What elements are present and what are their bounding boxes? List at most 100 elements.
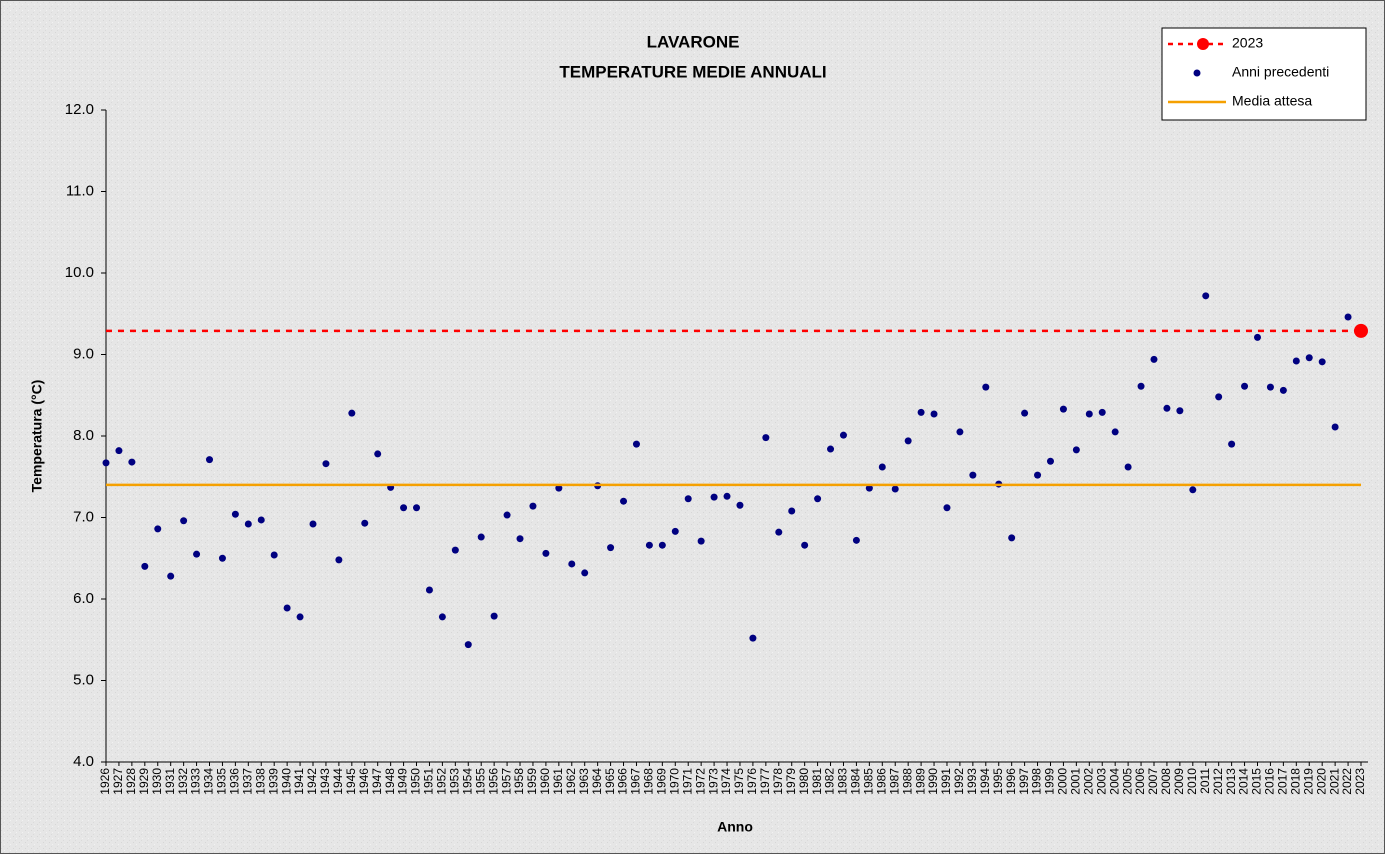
- data-point: [464, 641, 472, 649]
- data-point: [542, 549, 550, 557]
- data-point: [788, 507, 796, 515]
- x-tick-label: 1948: [383, 768, 397, 795]
- data-point: [852, 536, 860, 544]
- x-tick-label: 1987: [887, 768, 901, 795]
- x-tick-label: 1931: [163, 768, 177, 795]
- x-tick-label: 2023: [1353, 768, 1367, 795]
- legend-symbol: [1193, 69, 1201, 77]
- data-point: [1202, 292, 1210, 300]
- data-point: [1176, 407, 1184, 415]
- x-tick-label: 1971: [680, 768, 694, 795]
- data-point: [1098, 408, 1106, 416]
- x-tick-label: 1996: [1004, 768, 1018, 795]
- data-point: [490, 612, 498, 620]
- data-point: [943, 504, 951, 512]
- data-point: [1111, 428, 1119, 436]
- x-tick-label: 1990: [926, 768, 940, 795]
- x-tick-label: 1975: [732, 768, 746, 795]
- x-tick-label: 1969: [655, 768, 669, 795]
- data-point: [516, 535, 524, 543]
- y-tick-label: 12.0: [65, 101, 94, 118]
- data-point: [1331, 423, 1339, 431]
- x-tick-label: 2009: [1172, 768, 1186, 795]
- x-tick-label: 1949: [396, 768, 410, 795]
- legend-label: Media attesa: [1232, 93, 1312, 109]
- x-tick-label: 1953: [448, 768, 462, 795]
- data-point: [128, 458, 136, 466]
- data-point: [969, 471, 977, 479]
- y-tick-label: 10.0: [65, 264, 94, 281]
- x-tick-label: 1956: [486, 768, 500, 795]
- data-point: [878, 463, 886, 471]
- x-tick-label: 1928: [124, 768, 138, 795]
- x-tick-label: 2015: [1250, 768, 1264, 795]
- data-point: [322, 460, 330, 468]
- data-point: [218, 554, 226, 562]
- x-tick-label: 1976: [745, 768, 759, 795]
- x-tick-label: 1955: [473, 768, 487, 795]
- data-point: [891, 485, 899, 493]
- data-point: [697, 537, 705, 545]
- x-tick-label: 2022: [1340, 768, 1354, 795]
- x-tick-label: 1962: [564, 768, 578, 795]
- data-point: [814, 495, 822, 503]
- x-tick-label: 1954: [460, 768, 474, 795]
- data-point: [645, 541, 653, 549]
- x-tick-label: 1981: [810, 768, 824, 795]
- x-tick-label: 1994: [978, 768, 992, 795]
- x-tick-label: 1959: [525, 768, 539, 795]
- y-tick-label: 4.0: [73, 753, 94, 770]
- data-point: [1021, 409, 1029, 417]
- legend-label: Anni precedenti: [1232, 64, 1329, 80]
- data-point: [1085, 410, 1093, 418]
- y-tick-label: 7.0: [73, 508, 94, 525]
- x-tick-label: 1947: [370, 768, 384, 795]
- data-point: [1241, 382, 1249, 390]
- data-point: [1279, 386, 1287, 394]
- x-tick-label: 1940: [279, 768, 293, 795]
- x-tick-label: 1993: [965, 768, 979, 795]
- x-tick-label: 1951: [422, 768, 436, 795]
- x-tick-label: 1929: [137, 768, 151, 795]
- y-tick-label: 6.0: [73, 590, 94, 607]
- data-point: [438, 613, 446, 621]
- x-tick-label: 1964: [590, 768, 604, 795]
- x-tick-label: 1999: [1043, 768, 1057, 795]
- x-tick-label: 1944: [331, 768, 345, 795]
- data-point: [917, 408, 925, 416]
- x-tick-label: 2006: [1133, 768, 1147, 795]
- data-point: [529, 502, 537, 510]
- data-point: [671, 527, 679, 535]
- chart-title: LAVARONE: [647, 32, 740, 51]
- data-point: [167, 572, 175, 580]
- x-tick-label: 1939: [266, 768, 280, 795]
- x-tick-label: 2005: [1120, 768, 1134, 795]
- data-point: [283, 604, 291, 612]
- x-tick-label: 1965: [603, 768, 617, 795]
- x-tick-label: 2012: [1211, 768, 1225, 795]
- x-tick-label: 1985: [862, 768, 876, 795]
- data-point: [736, 501, 744, 509]
- x-tick-label: 1978: [771, 768, 785, 795]
- x-tick-label: 2020: [1314, 768, 1328, 795]
- x-tick-label: 1952: [435, 768, 449, 795]
- data-point: [477, 533, 485, 541]
- x-tick-label: 1935: [215, 768, 229, 795]
- data-point: [555, 484, 563, 492]
- x-tick-label: 1989: [913, 768, 927, 795]
- x-tick-label: 2017: [1276, 768, 1290, 795]
- x-tick-label: 1968: [642, 768, 656, 795]
- data-point: [1150, 355, 1158, 363]
- current-point: [1354, 323, 1368, 338]
- x-tick-label: 1941: [292, 768, 306, 795]
- data-point: [309, 520, 317, 528]
- data-point: [374, 450, 382, 458]
- data-point: [1253, 333, 1261, 341]
- x-tick-label: 1938: [253, 768, 267, 795]
- data-point: [451, 546, 459, 554]
- data-point: [115, 447, 123, 455]
- x-tick-label: 2008: [1159, 768, 1173, 795]
- x-tick-label: 2021: [1327, 768, 1341, 795]
- data-point: [1163, 404, 1171, 412]
